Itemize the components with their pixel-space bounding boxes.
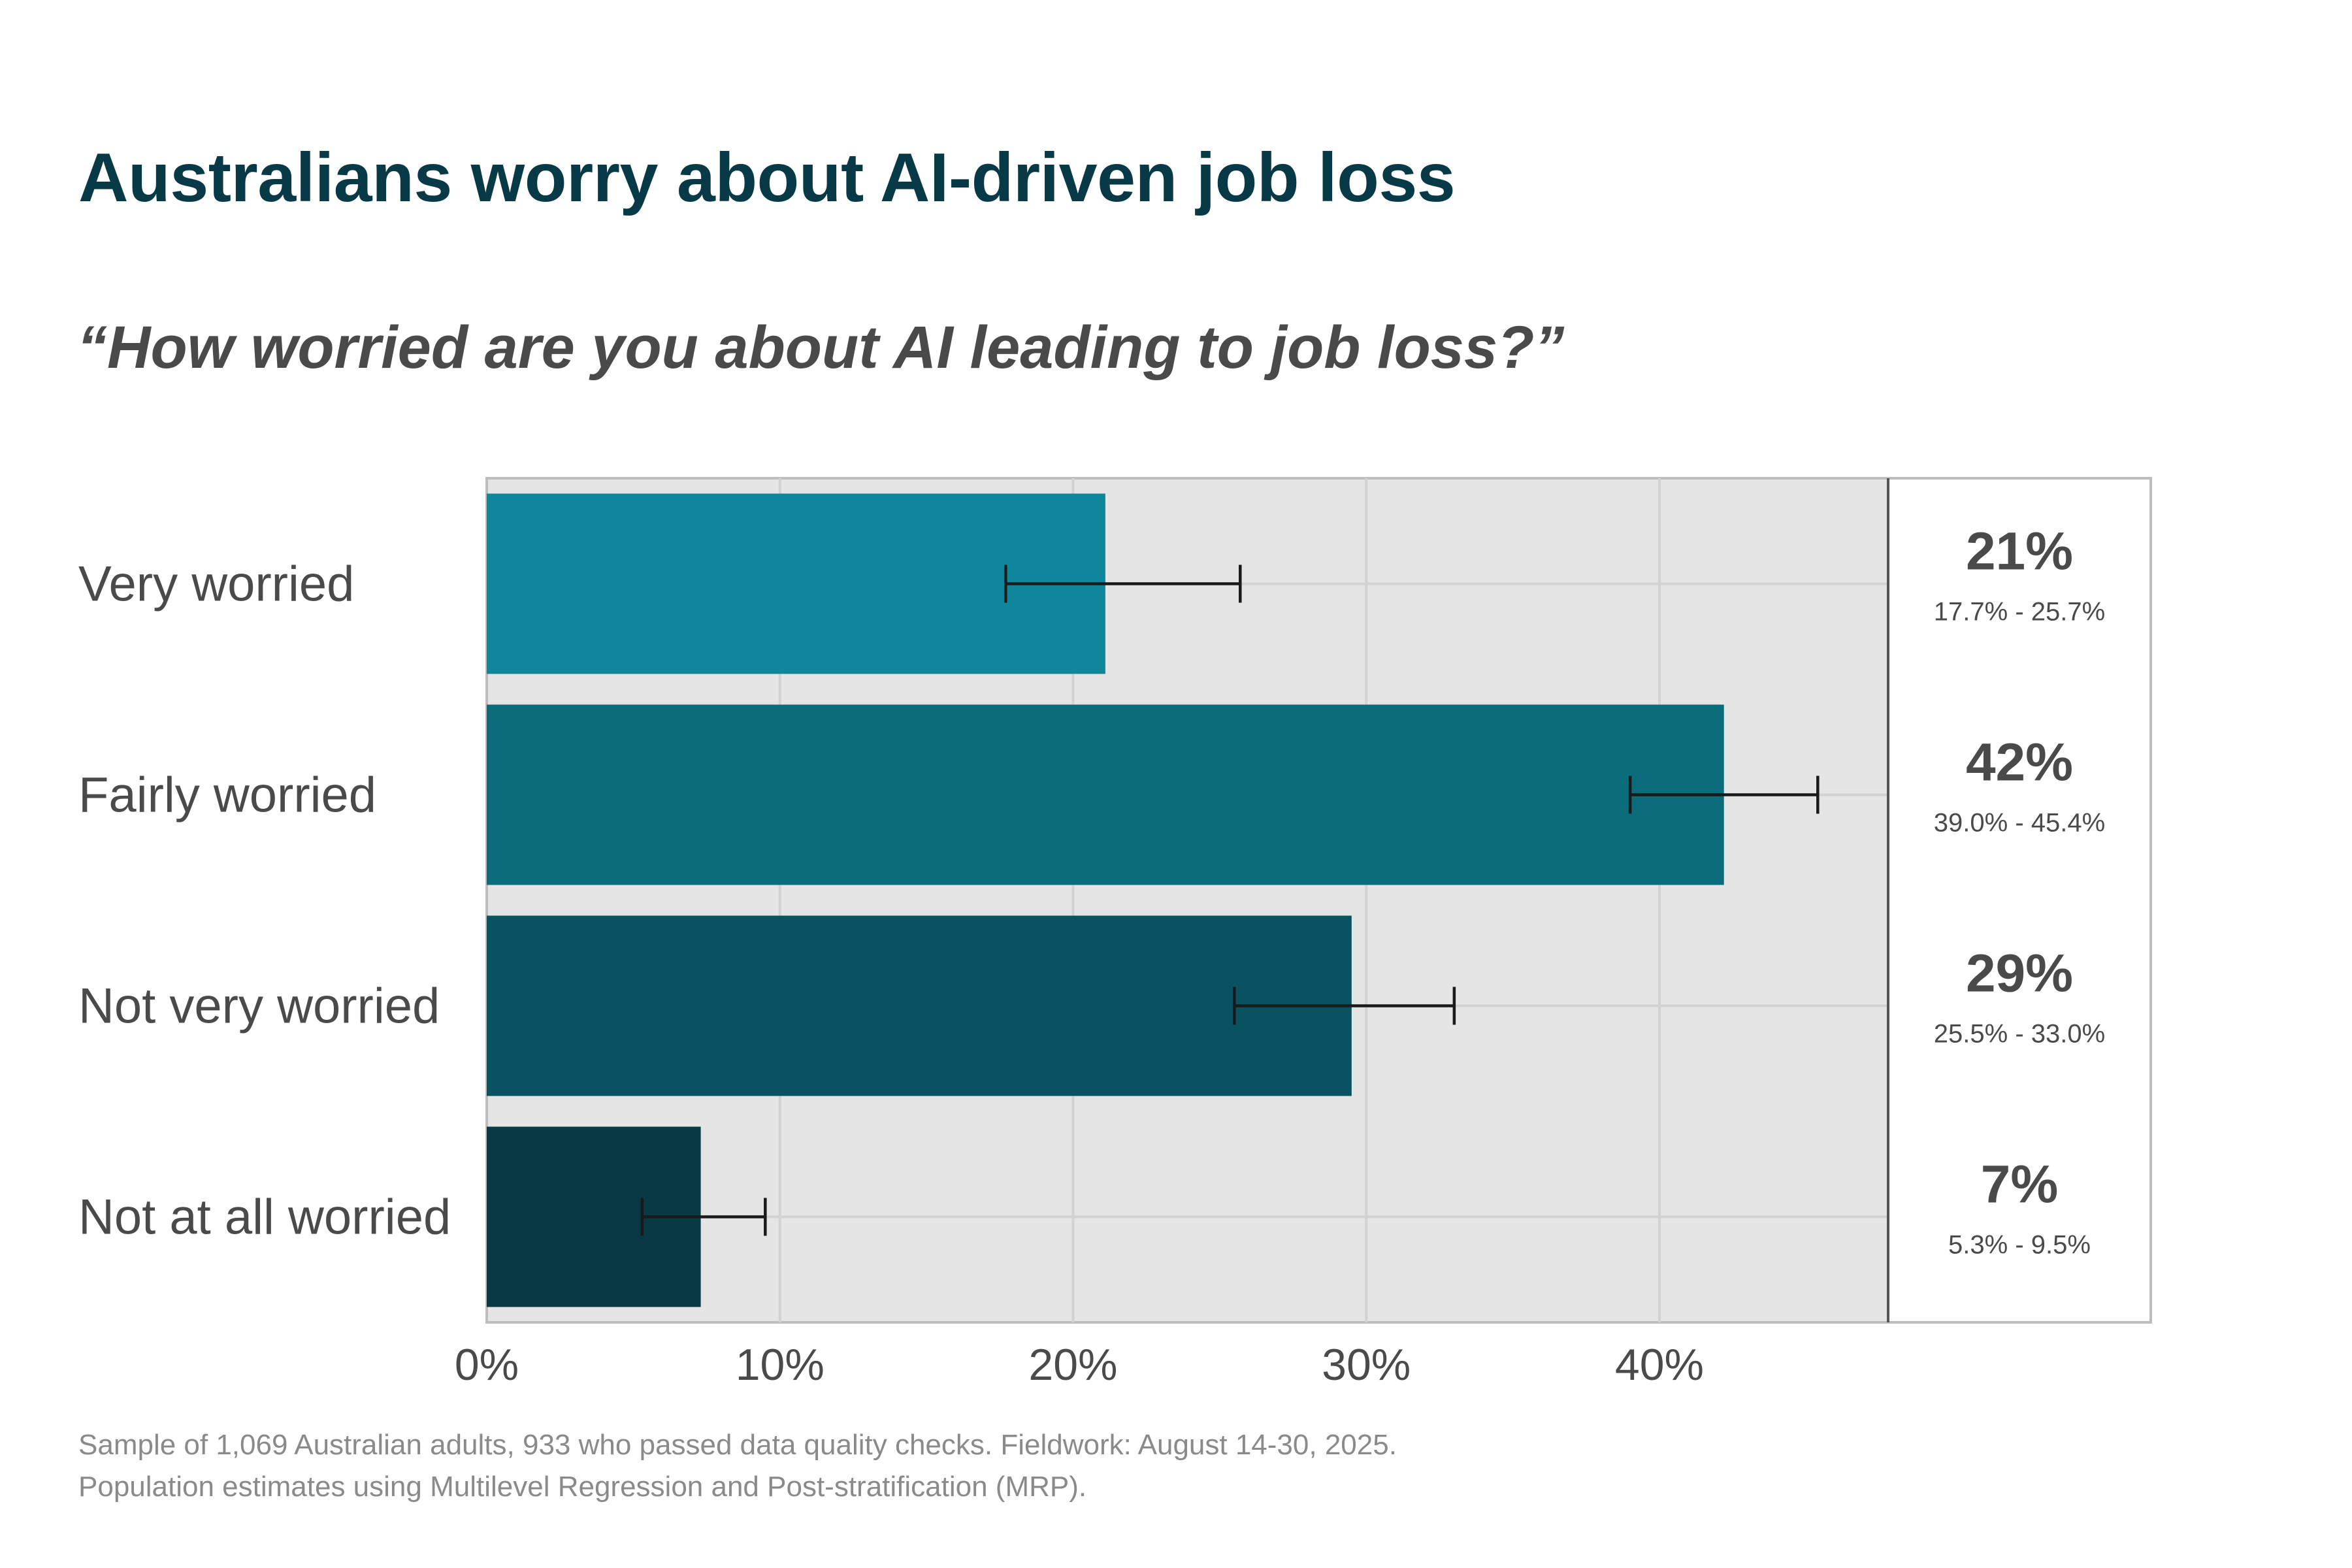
x-tick-label-0: 0% [455,1340,519,1390]
footnote: Sample of 1,069 Australian adults, 933 w… [78,1424,1397,1508]
x-tick-label-2: 20% [1028,1340,1117,1390]
ci-label-1: 39.0% - 45.4% [1934,809,2105,838]
chart-subtitle: “How worried are you about AI leading to… [77,314,1565,381]
x-tick-label-3: 30% [1322,1340,1411,1390]
value-label-2: 29% [1966,944,2073,1004]
category-label-1: Fairly worried [78,768,376,823]
plot-border [485,477,2152,1324]
value-label-3: 7% [1981,1155,2059,1215]
bar-chart: Very worried Fairly worried Not very worri… [78,477,2152,1390]
ci-label-3: 5.3% - 9.5% [1948,1231,2091,1260]
bar-1 [487,704,1724,885]
footnote-line-1: Sample of 1,069 Australian adults, 933 w… [78,1429,1397,1461]
value-label-0: 21% [1966,522,2073,581]
chart-category-labels: Very worried Fairly worried Not very worri… [78,557,451,1245]
footnote-line-2: Population estimates using Multilevel Re… [78,1471,1087,1503]
category-label-3: Not at all worried [78,1190,451,1245]
bar-0 [487,493,1105,674]
chart-title: Australians worry about AI-driven job lo… [78,139,1456,216]
x-tick-label-1: 10% [736,1340,825,1390]
x-tick-label-4: 40% [1615,1340,1704,1390]
category-label-2: Not very worried [78,979,440,1034]
value-label-1: 42% [1966,733,2073,792]
ci-label-0: 17.7% - 25.7% [1934,598,2105,627]
ci-label-2: 25.5% - 33.0% [1934,1020,2105,1049]
chart-bars [487,493,1724,1307]
chart-value-panel: 21% 17.7% - 25.7% 42% 39.0% - 45.4% 29% 25.5%… [1887,478,2105,1322]
bar-2 [487,915,1352,1096]
category-label-0: Very worried [78,557,354,612]
chart-x-ticks: 0% 10% 20% 30% 40% [455,1340,1704,1390]
chart-error-bars [640,564,1820,1236]
